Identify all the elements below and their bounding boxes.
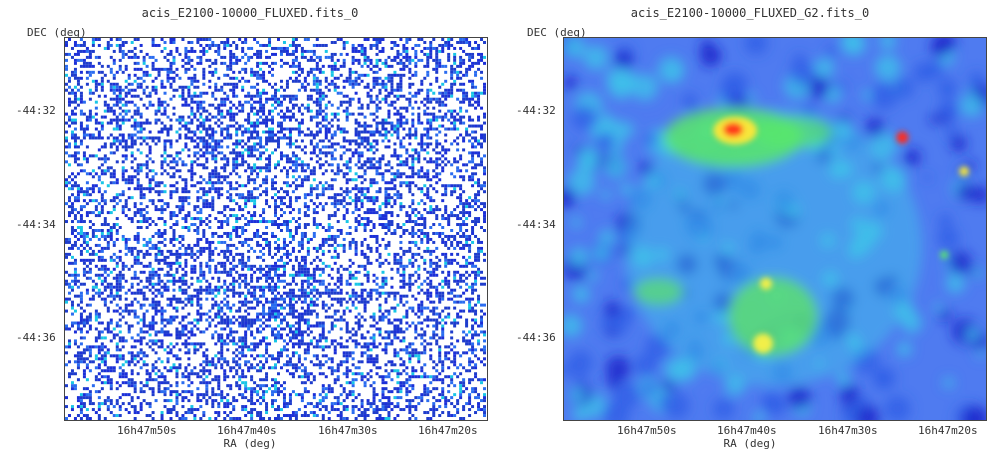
x-axis-label: RA (deg)	[223, 437, 277, 450]
panel-title: acis_E2100-10000_FLUXED.fits_0	[141, 6, 359, 20]
x-tick-label: 16h47m20s	[918, 424, 978, 437]
x-tick-label: 16h47m50s	[617, 424, 677, 437]
x-axis-label: RA (deg)	[723, 437, 777, 450]
x-tick-label: 16h47m40s	[717, 424, 777, 437]
x-tick-label: 16h47m40s	[217, 424, 277, 437]
raw-image-panel: acis_E2100-10000_FLUXED.fits_0 DEC (deg)…	[16, 6, 488, 450]
raw-image-plot[interactable]	[64, 37, 488, 421]
y-tick-label: -44:36	[516, 331, 556, 344]
smoothed-image-plot[interactable]	[563, 37, 987, 421]
smoothed-image-panel: acis_E2100-10000_FLUXED_G2.fits_0 DEC (d…	[500, 0, 1000, 459]
y-axis-label: DEC (deg)	[27, 26, 87, 39]
y-tick-label: -44:36	[16, 331, 56, 344]
y-tick-label: -44:32	[516, 104, 556, 117]
x-tick-label: 16h47m30s	[318, 424, 378, 437]
x-tick-label: 16h47m30s	[818, 424, 878, 437]
raw-image-canvas	[65, 38, 487, 420]
x-tick-label: 16h47m50s	[117, 424, 177, 437]
x-tick-label: 16h47m20s	[418, 424, 478, 437]
panel-title: acis_E2100-10000_FLUXED_G2.fits_0	[630, 6, 870, 20]
y-tick-label: -44:34	[16, 218, 56, 231]
y-axis-label: DEC (deg)	[527, 26, 587, 39]
y-tick-label: -44:34	[516, 218, 556, 231]
y-tick-label: -44:32	[16, 104, 56, 117]
smoothed-image-canvas	[564, 38, 986, 420]
